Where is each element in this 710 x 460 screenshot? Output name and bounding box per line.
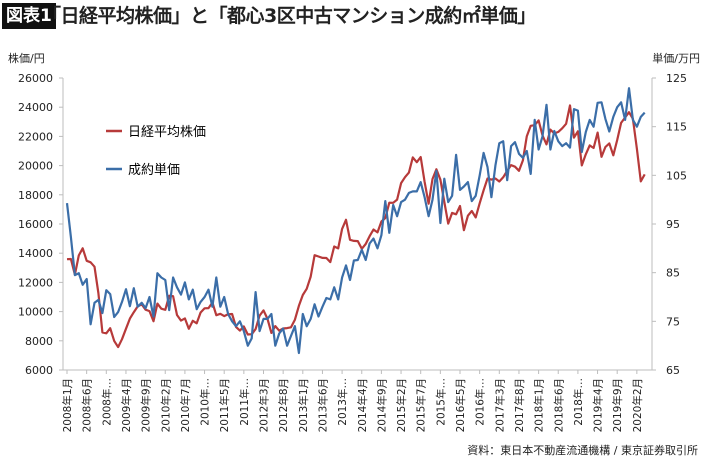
left-tick-label: 18000 [18,189,53,202]
right-tick-label: 125 [666,72,687,85]
x-tick-label: 2018年… [572,378,585,426]
left-tick-label: 8000 [25,335,53,348]
left-tick-label: 12000 [18,276,53,289]
x-tick-label: 2009年4月 [120,378,133,432]
right-axis-title: 単価/万円 [652,52,700,65]
x-tick-label: 2010年2月 [159,378,172,432]
left-tick-label: 24000 [18,101,53,114]
x-tick-label: 2013年1月 [297,378,310,432]
x-tick-label: 2016年5月 [454,378,467,432]
x-tick-label: 2008年1月 [61,378,74,432]
left-tick-label: 10000 [18,306,53,319]
x-tick-label: 2018年1月 [533,378,546,432]
x-tick-label: 2012年3月 [258,378,271,432]
left-tick-label: 14000 [18,247,53,260]
x-tick-label: 2018年6月 [552,378,565,432]
legend-label-condo: 成約単価 [128,162,180,178]
source-note: 資料：東日本不動産流通機構 / 東京証券取引所 [467,444,698,457]
left-tick-label: 26000 [18,72,53,85]
x-tick-label: 2014年4月 [356,378,369,432]
right-tick-label: 95 [666,218,680,231]
legend-label-nikkei: 日経平均株価 [128,125,206,140]
right-tick-label: 105 [666,169,687,182]
figure-badge: 図表1 [2,3,56,29]
x-tick-label: 2012年8月 [277,378,290,432]
left-tick-label: 22000 [18,130,53,143]
legend: 日経平均株価 成約単価 [106,125,206,178]
x-tick-label: 2017年8月 [513,378,526,432]
x-tick-label: 2019年4月 [592,378,605,432]
x-tick-label: 2011年… [238,378,251,426]
right-tick-label: 65 [666,364,680,377]
right-tick-label: 85 [666,267,680,280]
x-tick-label: 2013年… [336,378,349,426]
x-tick-label: 2013年6月 [316,378,329,432]
chart-title: 「日経平均株価」と「都心3区中古マンション成約㎡単価」 [42,5,536,27]
x-tick-label: 2020年2月 [631,378,644,432]
x-tick-label: 2016年… [474,378,487,426]
left-tick-label: 16000 [18,218,53,231]
right-tick-label: 75 [666,315,680,328]
left-tick-label: 20000 [18,160,53,173]
x-tick-label: 2017年3月 [493,378,506,432]
x-tick-label: 2008年6月 [81,378,94,432]
left-tick-label: 6000 [25,364,53,377]
right-tick-label: 115 [666,121,687,134]
x-tick-label: 2010年… [199,378,212,426]
x-tick-label: 2019年9月 [611,378,624,432]
x-tick-label: 2008年… [100,378,113,426]
condo-price-line [65,87,646,355]
x-tick-label: 2015年2月 [395,378,408,432]
x-tick-label: 2015年7月 [415,378,428,432]
x-tick-label: 2010年7月 [179,378,192,432]
x-tick-label: 2009年9月 [140,378,153,432]
x-tick-label: 2015年… [434,378,447,426]
left-axis-title: 株価/円 [8,52,45,65]
x-tick-label: 2014年9月 [375,378,388,432]
x-tick-label: 2011年5月 [218,378,231,432]
